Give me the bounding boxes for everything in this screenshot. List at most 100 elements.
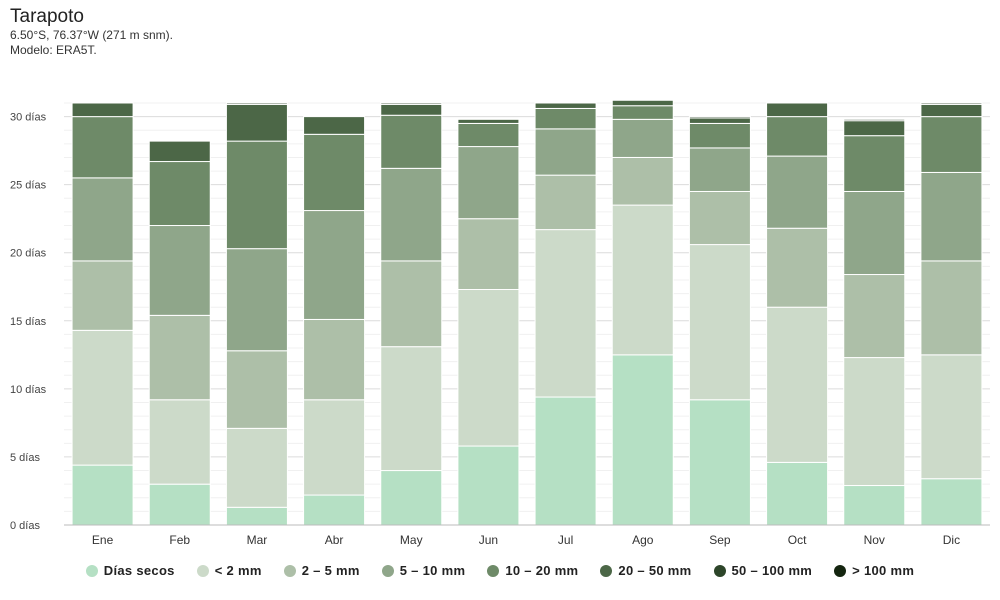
legend-item[interactable]: 50 – 100 mm <box>713 563 813 578</box>
bar-segment <box>457 118 520 124</box>
bar-segment <box>380 114 443 169</box>
bar-segment <box>303 133 366 212</box>
y-tick-label: 10 días <box>10 384 47 396</box>
bar-segment <box>71 260 134 331</box>
bar-segment <box>843 274 906 359</box>
bar-segment <box>843 118 906 122</box>
bar-segment <box>380 470 443 526</box>
bar-segment <box>148 314 211 401</box>
legend-label: 50 – 100 mm <box>731 563 813 578</box>
bar-segment <box>920 171 983 262</box>
legend-swatch <box>283 564 296 577</box>
bar-segment <box>688 122 751 149</box>
bar-segment <box>688 244 751 401</box>
legend-item[interactable]: 2 – 5 mm <box>283 563 360 578</box>
y-tick-label: 25 días <box>10 180 47 192</box>
x-tick-label: Ene <box>92 533 114 547</box>
bar-segment <box>303 210 366 320</box>
bar-segment <box>843 190 906 276</box>
bar-segment <box>920 478 983 526</box>
y-tick-label: 15 días <box>10 316 47 328</box>
bar-segment <box>71 329 134 466</box>
bar-segment <box>148 140 211 163</box>
bar-segment <box>920 260 983 356</box>
bar-segment <box>766 306 829 463</box>
bar-segment <box>71 464 134 526</box>
bar-segment <box>766 227 829 308</box>
legend-swatch <box>487 564 500 577</box>
bar-segment <box>457 122 520 148</box>
legend-swatch <box>196 564 209 577</box>
bar-segment <box>843 120 906 137</box>
bar-segment <box>71 116 134 179</box>
chart-legend: Días secos < 2 mm 2 – 5 mm 5 – 10 mm 10 – 20… <box>0 563 1000 578</box>
chart-title: Tarapoto <box>10 6 84 27</box>
bar-segment <box>611 118 674 158</box>
bar-segment <box>688 190 751 246</box>
bar-segment <box>766 116 829 157</box>
bar-segment <box>843 357 906 487</box>
x-tick-label: Jun <box>479 533 498 547</box>
y-tick-label: 20 días <box>10 248 47 260</box>
bar-segment <box>380 103 443 116</box>
legend-item[interactable]: 10 – 20 mm <box>487 563 578 578</box>
bar-segment <box>920 354 983 480</box>
x-tick-label: Feb <box>169 533 190 547</box>
bar-segment <box>225 350 288 429</box>
bar-segment <box>611 156 674 206</box>
bar-segment <box>380 260 443 348</box>
legend-item[interactable]: Días secos <box>85 563 175 578</box>
legend-label: 2 – 5 mm <box>301 563 360 578</box>
bar-segment <box>225 140 288 250</box>
chart-header: Tarapoto 6.50°S, 76.37°W (271 m snm). Mo… <box>10 6 173 58</box>
bar-segment <box>71 102 134 118</box>
bar-segment <box>611 105 674 120</box>
legend-item[interactable]: > 100 mm <box>834 563 914 578</box>
legend-item[interactable]: 20 – 50 mm <box>600 563 691 578</box>
bar-segment <box>843 485 906 526</box>
bar-segment <box>148 399 211 485</box>
bar-segment <box>225 248 288 352</box>
legend-item[interactable]: 5 – 10 mm <box>381 563 466 578</box>
bar-segment <box>534 174 597 231</box>
legend-swatch <box>85 564 98 577</box>
x-tick-label: Sep <box>709 533 731 547</box>
bar-segment <box>380 167 443 262</box>
bar-segment <box>457 288 520 447</box>
bar-segment <box>766 461 829 526</box>
x-tick-label: Mar <box>247 533 268 547</box>
legend-item[interactable]: < 2 mm <box>196 563 262 578</box>
bar-segment <box>688 147 751 192</box>
x-tick-label: Oct <box>788 533 807 547</box>
bar-segment <box>225 103 288 142</box>
bar-segment <box>148 161 211 227</box>
bar-segment <box>688 399 751 526</box>
legend-label: 10 – 20 mm <box>505 563 579 578</box>
bar-segment <box>303 318 366 401</box>
bar-segment <box>380 102 443 105</box>
stacked-bar-chart: 0 días 5 días 10 días 15 días 20 días 25 días… <box>10 99 990 547</box>
bar-segment <box>611 354 674 526</box>
bar-segment <box>457 445 520 526</box>
bar-segment <box>534 396 597 526</box>
legend-swatch <box>834 564 847 577</box>
legend-label: 20 – 50 mm <box>618 563 692 578</box>
bar-segment <box>303 399 366 496</box>
bar-segment <box>225 506 288 526</box>
bar-segment <box>534 102 597 109</box>
bar-segment <box>225 427 288 508</box>
bar-segment <box>611 99 674 107</box>
bar-segment <box>303 494 366 526</box>
bar-segment <box>457 146 520 220</box>
bar-segment <box>766 155 829 229</box>
bar-segment <box>380 346 443 472</box>
bar-segment <box>688 116 751 119</box>
bar-segment <box>920 102 983 105</box>
bar-segment <box>611 204 674 356</box>
model-text: Modelo: ERA5T. <box>10 43 97 57</box>
bar-segment <box>766 102 829 118</box>
x-tick-label: May <box>400 533 423 547</box>
legend-label: Días secos <box>103 563 175 578</box>
bar-segment <box>920 116 983 173</box>
bar-segment <box>534 128 597 176</box>
